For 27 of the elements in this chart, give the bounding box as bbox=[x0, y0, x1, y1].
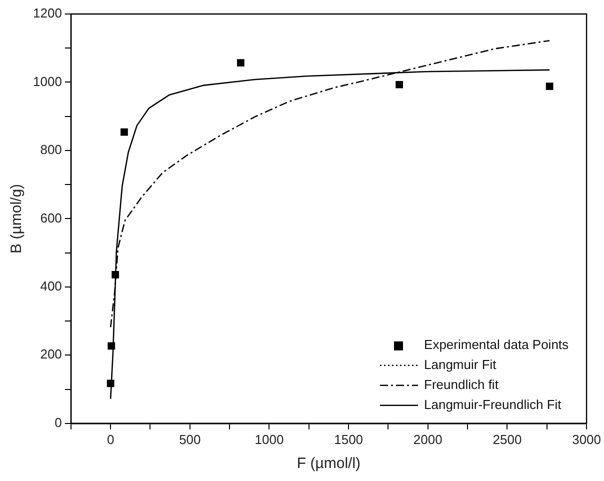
x-tick-label: 500 bbox=[179, 432, 201, 447]
y-axis-title: B (µmol/g) bbox=[8, 184, 26, 254]
legend-label: Experimental data Points bbox=[424, 336, 570, 352]
x-tick-label: 2000 bbox=[413, 432, 442, 447]
legend-label: Freundlich fit bbox=[424, 376, 499, 392]
y-tick-label: 200 bbox=[40, 346, 62, 362]
legend-label: Langmuir Fit bbox=[424, 356, 497, 372]
x-axis-title: F (µmol/l) bbox=[296, 455, 361, 472]
y-tick-label: 800 bbox=[40, 142, 62, 158]
point bbox=[106, 380, 114, 388]
x-tick-label: 1000 bbox=[254, 432, 284, 447]
point bbox=[546, 82, 554, 90]
y-tick-label: 400 bbox=[40, 278, 62, 294]
y-tick-label: 1200 bbox=[33, 6, 62, 21]
x-tick-label: 1500 bbox=[334, 432, 364, 447]
x-tick-label: 3000 bbox=[572, 432, 601, 447]
legend-label: Langmuir-Freundlich Fit bbox=[424, 396, 562, 412]
point bbox=[112, 270, 120, 278]
point bbox=[120, 128, 128, 136]
y-tick-label: 1000 bbox=[33, 74, 62, 89]
point bbox=[108, 342, 116, 350]
x-tick-label: 0 bbox=[106, 432, 114, 447]
y-tick-label: 0 bbox=[54, 414, 62, 430]
x-tick-label: 2500 bbox=[492, 432, 522, 447]
y-tick-label: 600 bbox=[40, 210, 62, 226]
point bbox=[236, 59, 244, 66]
point bbox=[396, 80, 404, 88]
